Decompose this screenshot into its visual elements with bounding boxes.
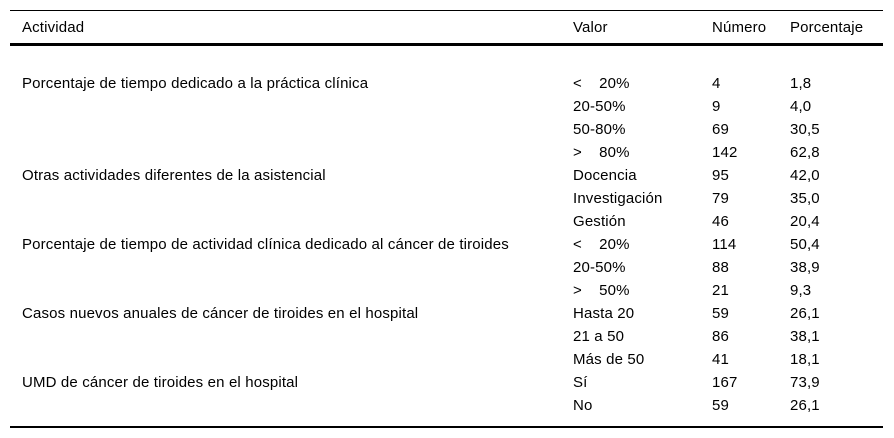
column-header-porcentaje: Porcentaje xyxy=(790,18,864,36)
cell-valor: 20-50% xyxy=(573,259,626,276)
table-row: Más de 50 41 18,1 xyxy=(10,348,883,371)
table-row: 50-80% 69 30,5 xyxy=(10,118,883,141)
cell-valor: > 50% xyxy=(573,282,630,299)
cell-actividad xyxy=(22,394,573,417)
cell-actividad xyxy=(22,348,573,371)
cell-actividad: UMD de cáncer de tiroides en el hospital xyxy=(22,374,299,391)
cell-numero: 114 xyxy=(712,236,737,253)
cell-valor: < 20% xyxy=(573,75,630,92)
cell-actividad: Porcentaje de tiempo de actividad clínic… xyxy=(22,236,509,253)
table-row: Investigación 79 35,0 xyxy=(10,187,883,210)
cell-actividad: Casos nuevos anuales de cáncer de tiroid… xyxy=(22,305,419,322)
cell-valor: Gestión xyxy=(573,213,626,230)
cell-numero: 86 xyxy=(712,328,729,345)
cell-porcentaje: 42,0 xyxy=(790,167,820,184)
column-header-valor: Valor xyxy=(573,18,608,36)
cell-actividad xyxy=(22,95,573,118)
table-row: > 80% 142 62,8 xyxy=(10,141,883,164)
cell-numero: 59 xyxy=(712,305,729,322)
cell-valor: 20-50% xyxy=(573,98,626,115)
cell-numero: 69 xyxy=(712,121,729,138)
activity-table: Actividad Valor Número Porcentaje Porcen… xyxy=(10,10,883,428)
cell-porcentaje: 26,1 xyxy=(790,397,820,414)
cell-numero: 59 xyxy=(712,397,729,414)
table-row: 21 a 50 86 38,1 xyxy=(10,325,883,348)
table-row: UMD de cáncer de tiroides en el hospital… xyxy=(10,371,883,394)
cell-porcentaje: 38,9 xyxy=(790,259,820,276)
table-row: No 59 26,1 xyxy=(10,394,883,417)
cell-porcentaje: 62,8 xyxy=(790,144,820,161)
cell-valor: Hasta 20 xyxy=(573,305,635,322)
cell-actividad xyxy=(22,187,573,210)
cell-porcentaje: 18,1 xyxy=(790,351,820,368)
cell-actividad xyxy=(22,141,573,164)
cell-valor: Docencia xyxy=(573,167,637,184)
cell-valor: 50-80% xyxy=(573,121,626,138)
cell-numero: 9 xyxy=(712,98,721,115)
cell-porcentaje: 30,5 xyxy=(790,121,820,138)
table-row: Porcentaje de tiempo de actividad clínic… xyxy=(10,233,883,256)
cell-actividad xyxy=(22,279,573,302)
table-row: Gestión 46 20,4 xyxy=(10,210,883,233)
cell-numero: 21 xyxy=(712,282,729,299)
cell-porcentaje: 9,3 xyxy=(790,282,812,299)
cell-valor: > 80% xyxy=(573,144,630,161)
cell-valor: Sí xyxy=(573,374,588,391)
cell-actividad xyxy=(22,325,573,348)
cell-actividad: Otras actividades diferentes de la asist… xyxy=(22,167,326,184)
cell-porcentaje: 73,9 xyxy=(790,374,820,391)
cell-numero: 79 xyxy=(712,190,729,207)
table-row: Otras actividades diferentes de la asist… xyxy=(10,164,883,187)
cell-valor: 21 a 50 xyxy=(573,328,625,345)
cell-porcentaje: 4,0 xyxy=(790,98,812,115)
cell-actividad xyxy=(22,118,573,141)
cell-porcentaje: 50,4 xyxy=(790,236,820,253)
cell-numero: 41 xyxy=(712,351,729,368)
cell-numero: 95 xyxy=(712,167,729,184)
table-body: Porcentaje de tiempo dedicado a la práct… xyxy=(10,46,883,428)
cell-actividad xyxy=(22,210,573,233)
column-header-actividad: Actividad xyxy=(22,18,85,36)
column-header-numero: Número xyxy=(712,18,767,36)
cell-actividad xyxy=(22,256,573,279)
cell-valor: Más de 50 xyxy=(573,351,645,368)
table-row: 20-50% 9 4,0 xyxy=(10,95,883,118)
cell-actividad: Porcentaje de tiempo dedicado a la práct… xyxy=(22,75,369,92)
table-row: 20-50% 88 38,9 xyxy=(10,256,883,279)
table-row: Porcentaje de tiempo dedicado a la práct… xyxy=(10,72,883,95)
cell-numero: 4 xyxy=(712,75,721,92)
cell-valor: Investigación xyxy=(573,190,663,207)
cell-porcentaje: 38,1 xyxy=(790,328,820,345)
cell-numero: 46 xyxy=(712,213,729,230)
cell-porcentaje: 1,8 xyxy=(790,75,812,92)
cell-numero: 142 xyxy=(712,144,738,161)
cell-numero: 167 xyxy=(712,374,738,391)
table-row: > 50% 21 9,3 xyxy=(10,279,883,302)
cell-porcentaje: 26,1 xyxy=(790,305,820,322)
cell-valor: < 20% xyxy=(573,236,630,253)
cell-numero: 88 xyxy=(712,259,729,276)
table-header-row: Actividad Valor Número Porcentaje xyxy=(10,10,883,46)
table-row: Casos nuevos anuales de cáncer de tiroid… xyxy=(10,302,883,325)
cell-valor: No xyxy=(573,397,593,414)
cell-porcentaje: 20,4 xyxy=(790,213,820,230)
cell-porcentaje: 35,0 xyxy=(790,190,820,207)
